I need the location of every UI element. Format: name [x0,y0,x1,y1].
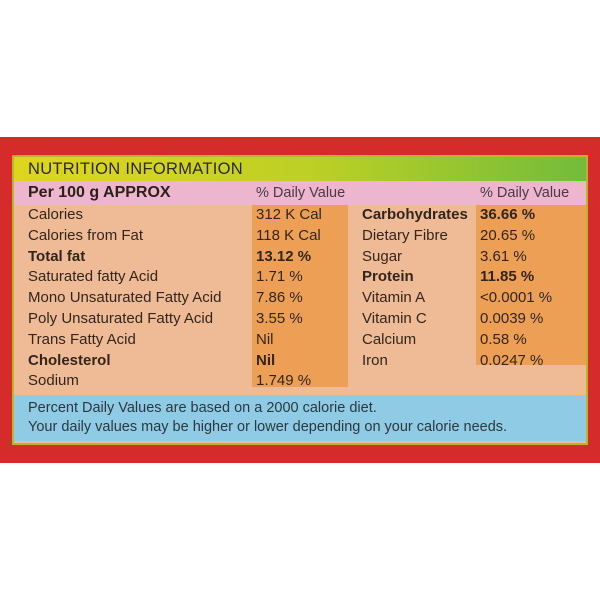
nutrient-name-left: Calories from Fat [28,226,144,244]
nutrition-subheader-band: Per 100 g APPROX % Daily Value % Daily V… [14,181,586,205]
nutrient-value-left: 312 K Cal [256,206,322,223]
footnote-line-1: Percent Daily Values are based on a 2000… [28,400,377,416]
value-column-right-shading [476,205,586,365]
nutrient-name-right: Carbohydrates [362,206,468,223]
nutrient-name-left: Sodium [28,372,79,390]
nutrition-label-panel: NUTRITION INFORMATION Per 100 g APPROX %… [0,137,600,463]
nutrient-row: Poly Unsaturated Fatty Acid 3.55 % Vitamin… [14,309,586,330]
nutrient-value-left: 1.749 % [256,372,312,390]
nutrient-name-right: Protein [362,268,414,286]
nutrient-value-left: 13.12 % [256,247,312,265]
nutrient-value-left: 7.86 % [256,289,303,307]
nutrient-value-left: 118 K Cal [256,226,321,244]
daily-value-header-right: % Daily Value [480,185,570,201]
nutrient-name-right: Vitamin C [362,309,427,327]
nutrient-value-right: 11.85 % [480,268,535,286]
footnote-band: Percent Daily Values are based on a 2000… [14,395,586,441]
nutrient-name-left: Cholesterol [28,351,111,369]
nutrient-value-right: 0.58 % [480,330,527,348]
nutrient-name-right: Vitamin A [362,289,426,307]
nutrient-value-right: 0.0039 % [480,309,544,327]
nutrient-value-left: 3.55 % [256,309,303,327]
nutrient-name-right: Dietary Fibre [362,226,448,244]
nutrient-value-right: 20.65 % [480,226,536,244]
nutrient-name-left: Calories [28,206,84,223]
nutrient-name-left: Trans Fatty Acid [28,330,136,348]
nutrient-value-right: 3.61 % [480,247,527,265]
nutrient-name-left: Mono Unsaturated Fatty Acid [28,289,222,307]
footnote-line-2: Your daily values may be higher or lower… [28,419,508,435]
nutrient-name-right: Sugar [362,247,403,265]
nutrient-name-left: Poly Unsaturated Fatty Acid [28,309,214,327]
nutrient-row: Saturated fatty Acid 1.71 % Protein 11.85 % [14,267,586,288]
nutrient-row: Total fat 13.12 % Sugar 3.61 % [14,247,586,268]
nutrient-name-right: Calcium [362,330,417,348]
nutrition-title: NUTRITION INFORMATION [28,160,243,178]
nutrient-row: Mono Unsaturated Fatty Acid 7.86 % Vitamin… [14,288,586,309]
nutrient-name-right: Iron [362,351,388,369]
nutrient-name-left: Total fat [28,247,86,265]
nutrient-value-left: Nil [256,330,274,348]
nutrient-value-right: 0.0247 % [480,351,544,369]
nutrient-row: Sodium 1.749 % [14,371,586,392]
nutrient-row: Cholesterol Nil Iron 0.0247 % [14,351,586,372]
nutrient-value-left: 1.71 % [256,268,303,286]
nutrient-name-left: Saturated fatty Acid [28,268,159,286]
nutrition-title-band: NUTRITION INFORMATION [14,157,586,181]
nutrition-label-body: NUTRITION INFORMATION Per 100 g APPROX %… [14,157,586,443]
daily-value-header-left: % Daily Value [256,185,346,201]
nutrient-rows: Calories 312 K Cal Carbohydrates 36.66 % Cal… [14,205,586,392]
nutrition-label-frame: NUTRITION INFORMATION Per 100 g APPROX %… [12,155,588,445]
nutrient-value-right: 36.66 % [480,206,536,223]
nutrient-row: Calories from Fat 118 K Cal Dietary Fibre 2… [14,226,586,247]
value-column-left-shading [252,205,348,387]
nutrient-row: Trans Fatty Acid Nil Calcium 0.58 % [14,330,586,351]
nutrient-value-right: <0.0001 % [480,289,553,307]
serving-basis-label: Per 100 g APPROX [28,184,171,201]
nutrient-row: Calories 312 K Cal Carbohydrates 36.66 % [14,205,586,226]
nutrient-value-left: Nil [256,351,276,369]
